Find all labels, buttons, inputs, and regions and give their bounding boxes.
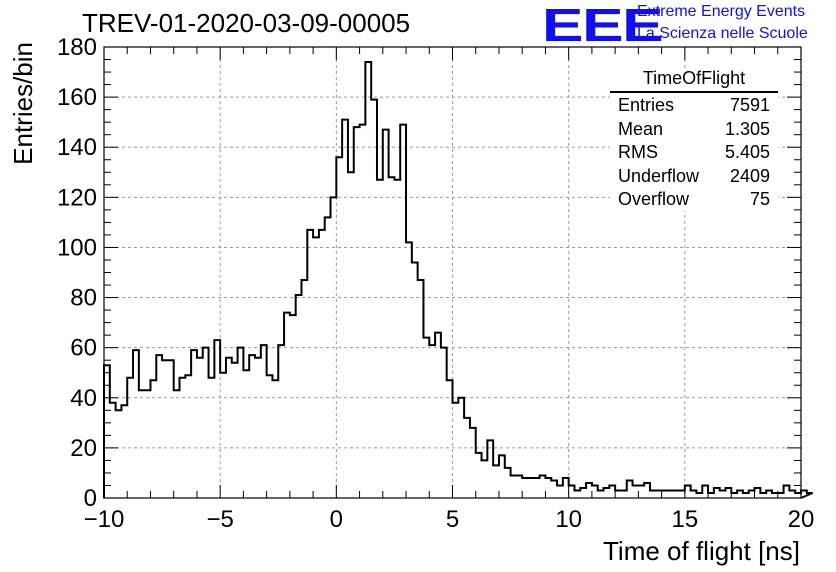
x-tick-label: 20 [788,506,815,533]
y-tick-label: 0 [84,485,97,512]
stats-label: Entries [618,95,675,115]
y-tick-label: 40 [70,385,97,412]
x-tick-label: 0 [330,506,343,533]
y-tick-label: 120 [57,184,97,211]
y-tick-label: 100 [57,234,97,261]
y-axis-label: Entries/bin [8,42,38,165]
organization-name: Extreme Energy Events [637,3,806,20]
stats-label: Overflow [618,189,690,209]
y-tick-label: 60 [70,335,97,362]
chart-title: TREV-01-2020-03-09-00005 [82,8,411,38]
histogram-series [103,61,814,499]
x-axis-label: Time of flight [ns] [603,536,800,566]
y-tick-label: 20 [70,435,97,462]
plot-frame [103,46,802,499]
stats-value: 5.405 [724,142,770,162]
stats-label: Underflow [618,165,700,186]
x-tick-label: 15 [671,506,698,533]
stats-row-overflow: Overflow 75 [610,187,778,211]
stats-row-underflow: Underflow 2409 [610,164,778,188]
y-tick-label: 180 [57,34,97,61]
stats-row-entries: Entries 7591 [610,93,778,117]
stats-box: TimeOfFlight Entries 7591 Mean 1.305 RMS… [610,68,778,211]
x-tick-label: −10 [84,506,125,533]
x-tick-label: 5 [446,506,459,533]
stats-row-rms: RMS 5.405 [610,140,778,164]
stats-row-mean: Mean 1.305 [610,117,778,141]
y-tick-label: 80 [70,285,97,312]
stats-label: Mean [618,118,664,139]
stats-value: 7591 [729,95,770,115]
y-tick-label: 160 [57,84,97,111]
x-tick-label: −5 [206,506,233,533]
stats-box-title: TimeOfFlight [610,68,778,93]
stats-label: RMS [618,142,658,162]
eee-logo: EEE [542,0,664,51]
x-tick-label: 10 [555,506,582,533]
stats-value: 2409 [729,165,770,186]
organization-tagline: La Scienza nelle Scuole [637,25,808,42]
stats-value: 1.305 [724,118,770,139]
y-tick-label: 140 [57,134,97,161]
stats-value: 75 [749,189,770,209]
